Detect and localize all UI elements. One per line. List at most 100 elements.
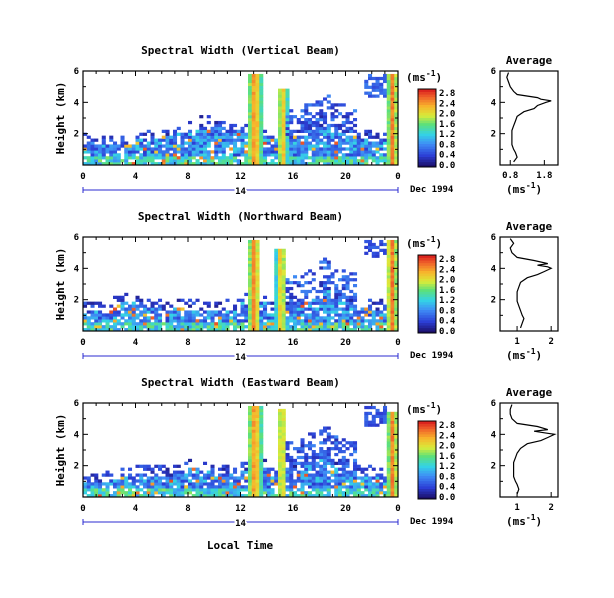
x-tick-label: 12 (235, 338, 246, 348)
colorbar-swatch (418, 122, 436, 126)
heatmap-cell (330, 106, 335, 110)
heatmap-cell (244, 476, 249, 480)
heatmap-cell (281, 479, 286, 483)
heatmap-cell (195, 147, 200, 151)
heatmap-cell (293, 150, 298, 154)
heatmap-cell (326, 129, 331, 133)
heatmap-cell (195, 494, 200, 498)
heatmap-cell (364, 153, 369, 157)
heatmap-cell (345, 301, 350, 305)
heatmap-cell (375, 301, 380, 305)
heatmap-cell (386, 120, 391, 125)
heatmap-cell (341, 162, 346, 166)
heatmap-cell (109, 316, 114, 320)
heatmap-cell (218, 123, 223, 128)
heatmap-cell (251, 426, 256, 430)
heatmap-cell (233, 494, 238, 498)
heatmap-cell (308, 441, 313, 445)
heatmap-cell (319, 159, 324, 163)
heatmap-cell (281, 138, 286, 142)
heatmap-cell (161, 150, 166, 154)
heatmap-cell (203, 476, 208, 480)
heatmap-cell (293, 319, 298, 323)
heatmap-cell (146, 319, 151, 323)
heatmap-cell (135, 307, 140, 311)
heatmap-cell (188, 132, 193, 136)
heatmap-cell (345, 491, 350, 495)
heatmap-cell (375, 476, 380, 480)
heatmap-cell (289, 485, 294, 489)
heatmap-cell (240, 461, 245, 465)
heatmap-cell (150, 328, 155, 332)
heatmap-cell (334, 162, 339, 166)
heatmap-cell (394, 144, 399, 148)
heatmap-cell (270, 322, 275, 326)
heatmap-cell (173, 159, 178, 163)
heatmap-cell (233, 129, 238, 133)
heatmap-cell (345, 461, 350, 465)
heatmap-cell (154, 313, 159, 317)
heatmap-cell (251, 73, 256, 78)
heatmap-cell (90, 153, 95, 157)
heatmap-cell (390, 417, 395, 421)
heatmap-cell (311, 144, 316, 148)
heatmap-cell (251, 76, 256, 81)
heatmap-cell (255, 435, 260, 439)
panel-title: Spectral Width (Northward Beam) (138, 210, 343, 223)
heatmap-cell (390, 150, 395, 154)
heatmap-cell (278, 470, 283, 474)
heatmap-cell (296, 138, 301, 142)
heatmap-cell (274, 476, 279, 480)
heatmap-cell (330, 298, 335, 302)
heatmap-cell (120, 144, 125, 148)
average-frame (499, 402, 559, 498)
heatmap-cell (90, 316, 95, 320)
heatmap-cell (128, 328, 133, 332)
heatmap-cell (364, 476, 369, 480)
heatmap-cell (161, 138, 166, 142)
heatmap-cell (360, 467, 365, 471)
heatmap-cell (184, 325, 189, 329)
heatmap-cell (94, 301, 99, 305)
y-tick-label: 6 (74, 233, 79, 243)
heatmap-cell (195, 141, 200, 145)
heatmap-cell (233, 322, 238, 326)
heatmap-cell (263, 322, 268, 326)
average-y-tick-label: 4 (491, 264, 497, 274)
heatmap-cell (326, 106, 331, 110)
heatmap-cell (323, 429, 328, 433)
heatmap-cell (221, 156, 226, 160)
heatmap-cell (251, 263, 256, 267)
heatmap-cell (188, 138, 193, 142)
heatmap-cell (124, 153, 129, 157)
heatmap-cell (161, 494, 166, 498)
heatmap-cell (139, 159, 144, 163)
heatmap-cell (180, 138, 185, 142)
colorbar-swatch (418, 260, 436, 264)
heatmap-cell (319, 281, 324, 285)
heatmap-cell (338, 450, 343, 454)
heatmap-cell (304, 135, 309, 139)
heatmap-cell (124, 156, 129, 160)
heatmap-cell (248, 281, 253, 285)
heatmap-cell (259, 328, 264, 332)
heatmap-cell (386, 254, 391, 258)
heatmap-cell (83, 322, 88, 326)
heatmap-cell (330, 461, 335, 465)
heatmap-cell (165, 153, 170, 157)
heatmap-cell (281, 112, 286, 116)
heatmap-cell (143, 482, 148, 486)
day-label: 14 (235, 187, 246, 197)
heatmap-cell (120, 479, 125, 483)
heatmap-cell (195, 298, 200, 302)
heatmap-cell (278, 423, 283, 427)
heatmap-cell (296, 328, 301, 332)
heatmap-cell (311, 479, 316, 483)
heatmap-cell (188, 470, 193, 474)
heatmap-cell (311, 138, 316, 142)
heatmap-cell (259, 79, 264, 84)
heatmap-cell (368, 239, 373, 244)
heatmap-cell (360, 485, 365, 489)
heatmap-cell (285, 97, 290, 101)
heatmap-cell (349, 319, 354, 323)
